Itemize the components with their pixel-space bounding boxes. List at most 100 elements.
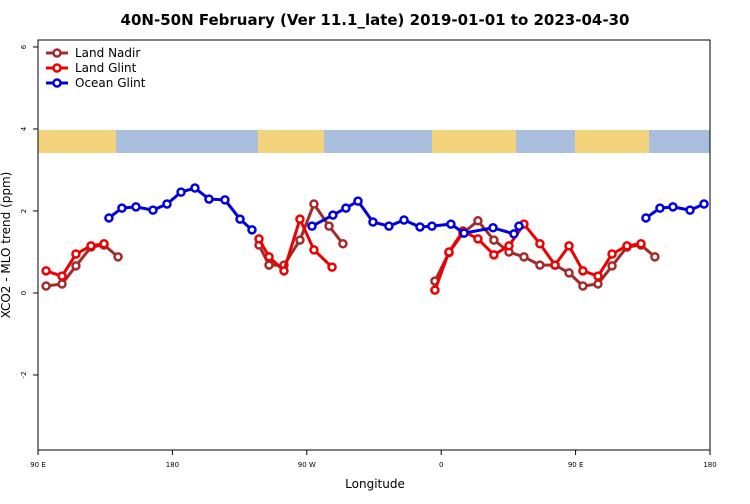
point	[264, 252, 274, 262]
point	[338, 239, 348, 249]
point	[399, 215, 409, 225]
point	[247, 225, 257, 235]
x-tick-label: 90 E	[568, 461, 584, 469]
point	[427, 221, 437, 231]
point	[622, 241, 632, 251]
point	[509, 229, 519, 239]
point	[430, 285, 440, 295]
point	[564, 241, 574, 251]
point	[699, 199, 709, 209]
x-tick-label: 180	[703, 461, 716, 469]
point	[279, 266, 289, 276]
legend-marker	[52, 63, 62, 73]
point	[104, 213, 114, 223]
point	[473, 234, 483, 244]
point	[685, 205, 695, 215]
point	[415, 222, 425, 232]
map-land	[258, 130, 324, 153]
chart-title: 40N-50N February (Ver 11.1_late) 2019-01…	[121, 11, 630, 29]
point	[353, 196, 363, 206]
point	[204, 194, 214, 204]
point	[550, 260, 560, 270]
legend-label: Ocean Glint	[75, 76, 146, 90]
x-tick-label: 90 W	[298, 461, 316, 469]
y-tick-label: -2	[20, 371, 28, 378]
point	[117, 203, 127, 213]
point	[86, 241, 96, 251]
map-ocean	[38, 130, 710, 153]
point	[535, 239, 545, 249]
point	[295, 235, 305, 245]
x-tick-label: 180	[166, 461, 179, 469]
point	[578, 281, 588, 291]
point	[593, 271, 603, 281]
point	[41, 266, 51, 276]
point	[368, 217, 378, 227]
y-tick-label: 0	[20, 291, 28, 295]
point	[162, 199, 172, 209]
legend-label: Land Nadir	[75, 46, 140, 60]
point	[295, 214, 305, 224]
point	[327, 262, 337, 272]
point	[489, 250, 499, 260]
plot-frame	[37, 39, 711, 451]
point	[148, 205, 158, 215]
point	[473, 216, 483, 226]
point	[71, 261, 81, 271]
y-tick-label: 4	[20, 126, 28, 131]
point	[668, 202, 678, 212]
point	[514, 221, 524, 231]
point	[176, 187, 186, 197]
point	[235, 214, 245, 224]
x-axis-label: Longitude	[345, 477, 405, 491]
y-tick-label: 2	[20, 209, 28, 213]
point	[519, 252, 529, 262]
point	[650, 252, 660, 262]
map-land	[38, 130, 116, 153]
point	[384, 221, 394, 231]
legend-marker	[52, 78, 62, 88]
point	[220, 195, 230, 205]
point	[264, 260, 274, 270]
point	[99, 239, 109, 249]
point	[341, 203, 351, 213]
point	[324, 221, 334, 231]
point	[459, 228, 469, 238]
point	[309, 199, 319, 209]
point	[446, 219, 456, 229]
map-land	[575, 130, 649, 153]
point	[131, 202, 141, 212]
point	[655, 203, 665, 213]
point	[71, 249, 81, 259]
point	[504, 241, 514, 251]
point	[488, 223, 498, 233]
point	[564, 268, 574, 278]
point	[254, 234, 264, 244]
legend-label: Land Glint	[75, 61, 137, 75]
point	[41, 281, 51, 291]
x-tick-label: 90 E	[30, 461, 46, 469]
point	[489, 235, 499, 245]
point	[57, 279, 67, 289]
point	[307, 221, 317, 231]
map-band	[38, 130, 710, 153]
point	[190, 183, 200, 193]
point	[535, 260, 545, 270]
point	[607, 249, 617, 259]
point	[641, 213, 651, 223]
point	[113, 252, 123, 262]
point	[57, 271, 67, 281]
y-axis-label: XCO2 - MLO trend (ppm)	[0, 172, 13, 319]
point	[328, 210, 338, 220]
map-land	[432, 130, 516, 153]
legend-marker	[52, 48, 62, 58]
point	[593, 279, 603, 289]
point	[636, 239, 646, 249]
point	[607, 261, 617, 271]
point	[444, 247, 454, 257]
y-tick-label: 6	[20, 44, 28, 49]
x-tick-label: 0	[439, 461, 443, 469]
